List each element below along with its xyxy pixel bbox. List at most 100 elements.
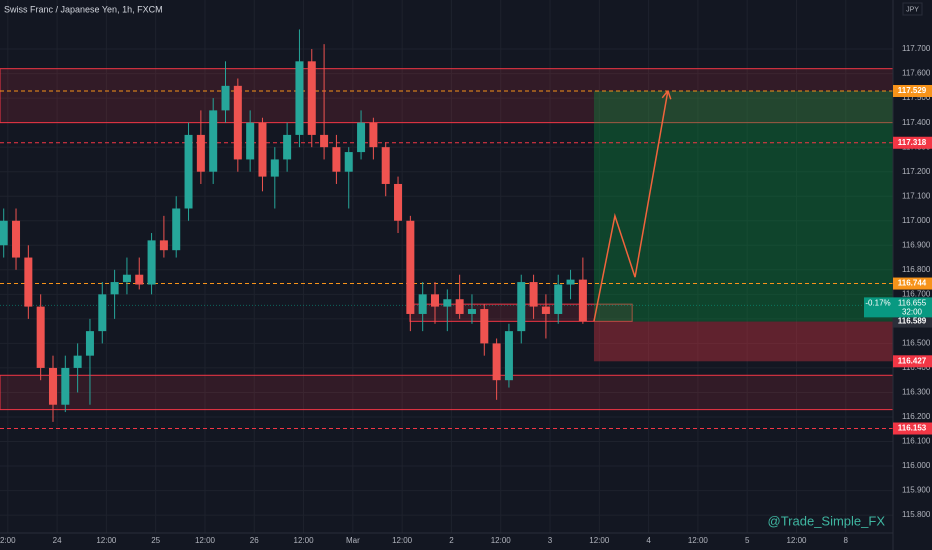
candle-body	[0, 220, 8, 246]
candle-body	[554, 284, 563, 314]
candle-body	[295, 61, 304, 135]
x-tick-label: 12:00	[392, 536, 413, 545]
candle-body	[85, 331, 94, 356]
candle-body	[122, 274, 131, 283]
candle-body	[369, 122, 378, 148]
candle-body	[529, 282, 538, 307]
x-tick-label: 25	[151, 536, 160, 545]
x-tick-label: 5	[745, 536, 750, 545]
price-tag-label: 117.318	[898, 138, 927, 147]
candle-body	[394, 183, 403, 221]
arrow-head	[667, 90, 672, 100]
y-tick-label: 116.500	[902, 339, 931, 348]
price-tag-label: 116.427	[898, 356, 927, 365]
y-tick-label: 115.900	[902, 486, 931, 495]
candle-body	[159, 240, 168, 251]
current-tag	[864, 297, 932, 318]
arrow-head	[661, 90, 669, 99]
candle-body	[492, 343, 501, 381]
x-tick-label: 12:00	[491, 536, 512, 545]
candle-body	[196, 134, 205, 172]
price-tag	[893, 422, 932, 435]
x-tick-label: 12:00	[589, 536, 610, 545]
y-tick-label: 116.100	[902, 437, 931, 446]
x-tick-label: 12:00	[294, 536, 315, 545]
candle-body	[270, 159, 279, 177]
current-change: -0.17%	[865, 298, 890, 307]
candle-body	[357, 122, 366, 153]
currency-box	[902, 2, 923, 16]
candle-body	[233, 85, 242, 160]
y-tick-label: 116.800	[902, 265, 931, 274]
y-tick-label: 116.900	[902, 240, 931, 249]
candle-body	[578, 279, 587, 322]
zone	[0, 68, 894, 124]
projection	[593, 90, 669, 322]
candle-body	[430, 294, 439, 307]
price-tag	[893, 277, 932, 290]
candle-body	[480, 309, 489, 344]
candle-body	[24, 257, 33, 307]
currency-label: JPY	[906, 6, 919, 13]
candle-body	[381, 147, 390, 184]
candle-body	[61, 367, 70, 405]
x-tick-label: 3	[548, 536, 553, 545]
y-tick-label: 115.800	[902, 510, 931, 519]
candle-body	[110, 282, 119, 295]
x-tick-label: 2:00	[0, 536, 16, 545]
x-tick-label: 4	[646, 536, 651, 545]
price-tag-label: 116.744	[898, 279, 927, 288]
price-tag	[893, 85, 932, 97]
y-tick-label: 116.400	[902, 363, 931, 372]
x-tick-label: 12:00	[786, 536, 807, 545]
candle-body	[504, 331, 513, 381]
candle-body	[517, 282, 526, 332]
candle-body	[246, 122, 255, 160]
candle-body	[406, 220, 415, 314]
candle-body	[418, 294, 427, 314]
x-tick-label: 12:00	[195, 536, 216, 545]
candle-body	[541, 306, 550, 314]
x-tick-label: 12:00	[688, 536, 709, 545]
price-tag	[893, 136, 932, 149]
candle-body	[320, 134, 329, 148]
candle-body	[221, 85, 230, 111]
y-tick-label: 117.700	[902, 44, 931, 53]
candle-body	[344, 152, 353, 172]
price-tag-label: 116.589	[898, 317, 927, 326]
stop-box	[593, 321, 893, 362]
candle-body	[73, 355, 82, 368]
chart-title: Swiss Franc / Japanese Yen, 1h, FXCM	[4, 4, 163, 14]
target-box	[593, 91, 893, 322]
candle-body	[307, 61, 316, 135]
y-tick-label: 117.600	[902, 69, 931, 78]
y-tick-label: 116.000	[902, 461, 931, 470]
candle-body	[135, 274, 144, 285]
x-tick-label: 24	[53, 536, 62, 545]
y-tick-label: 116.300	[902, 388, 931, 397]
candle-body	[467, 309, 476, 314]
y-tick-label: 116.700	[902, 289, 931, 298]
y-tick-label: 117.100	[902, 191, 931, 200]
y-tick-label: 117.200	[902, 167, 931, 176]
candle-body	[147, 240, 156, 285]
candle-body	[209, 110, 218, 172]
price-tag-label: 116.153	[898, 424, 927, 433]
candle-body	[455, 299, 464, 314]
y-tick-label: 117.000	[902, 216, 931, 225]
candle-body	[258, 122, 267, 177]
candle-body	[283, 134, 292, 160]
x-tick-label: 26	[250, 536, 259, 545]
zone	[0, 374, 894, 411]
current-price: 116.655	[898, 298, 927, 307]
x-tick-label: 12:00	[96, 536, 117, 545]
price-tag	[893, 355, 932, 368]
x-tick-label: Mar	[346, 536, 360, 545]
candle-body	[184, 134, 193, 209]
candle-body	[48, 367, 57, 405]
x-tick-label: 8	[844, 536, 849, 545]
y-tick-label: 117.500	[902, 93, 931, 102]
y-tick-label: 116.200	[902, 412, 931, 421]
